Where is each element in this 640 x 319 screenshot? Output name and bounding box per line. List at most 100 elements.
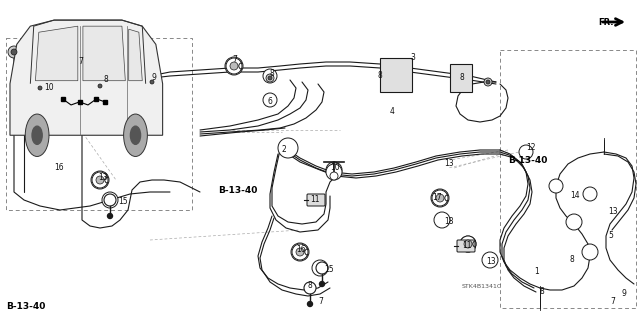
Circle shape xyxy=(291,243,309,261)
Circle shape xyxy=(319,281,324,286)
Circle shape xyxy=(464,240,472,248)
Circle shape xyxy=(96,82,104,90)
Text: 13: 13 xyxy=(98,174,108,182)
Circle shape xyxy=(108,213,113,219)
Circle shape xyxy=(436,194,444,202)
Circle shape xyxy=(8,46,20,58)
Bar xyxy=(450,64,472,92)
Circle shape xyxy=(484,78,492,86)
Text: 8: 8 xyxy=(308,281,313,291)
Circle shape xyxy=(460,236,476,252)
Circle shape xyxy=(304,282,316,294)
Circle shape xyxy=(225,57,243,75)
Circle shape xyxy=(96,176,104,184)
Circle shape xyxy=(431,189,449,207)
Circle shape xyxy=(11,49,17,55)
Circle shape xyxy=(92,172,108,188)
Text: 8: 8 xyxy=(270,70,275,78)
Circle shape xyxy=(91,171,109,189)
Text: B-13-40: B-13-40 xyxy=(508,156,547,165)
Text: 7: 7 xyxy=(318,298,323,307)
Circle shape xyxy=(38,86,42,90)
Circle shape xyxy=(143,73,161,91)
Text: 12: 12 xyxy=(526,144,536,152)
Text: 10: 10 xyxy=(330,164,340,173)
Text: 9: 9 xyxy=(152,73,157,83)
Text: 5: 5 xyxy=(608,232,613,241)
Circle shape xyxy=(74,62,82,70)
Bar xyxy=(500,50,636,308)
Circle shape xyxy=(104,194,116,206)
Circle shape xyxy=(549,179,563,193)
Text: 7: 7 xyxy=(232,56,237,64)
Circle shape xyxy=(582,244,598,260)
Text: B-13-40: B-13-40 xyxy=(6,302,45,311)
Circle shape xyxy=(566,214,582,230)
Circle shape xyxy=(330,172,338,180)
Circle shape xyxy=(263,69,277,83)
Circle shape xyxy=(583,187,597,201)
Text: 4: 4 xyxy=(390,108,395,116)
Text: 8: 8 xyxy=(570,256,575,264)
Text: 6: 6 xyxy=(268,98,273,107)
Text: 9: 9 xyxy=(622,290,627,299)
Text: 3: 3 xyxy=(410,54,415,63)
Circle shape xyxy=(102,192,118,208)
Text: 11: 11 xyxy=(462,241,472,250)
Circle shape xyxy=(70,58,86,74)
Text: 13: 13 xyxy=(444,160,454,168)
Circle shape xyxy=(148,78,156,86)
Circle shape xyxy=(292,244,308,260)
Text: 11: 11 xyxy=(310,196,319,204)
Text: 8: 8 xyxy=(104,76,109,85)
Text: 1: 1 xyxy=(534,268,539,277)
Circle shape xyxy=(432,190,448,206)
Circle shape xyxy=(460,236,476,252)
Circle shape xyxy=(230,62,238,70)
Text: 18: 18 xyxy=(444,218,454,226)
Text: 10: 10 xyxy=(44,84,54,93)
Circle shape xyxy=(316,262,328,274)
Text: 8: 8 xyxy=(460,73,465,83)
Circle shape xyxy=(268,76,272,80)
Circle shape xyxy=(150,80,154,84)
Text: 13: 13 xyxy=(608,207,618,217)
Circle shape xyxy=(93,77,107,91)
Bar xyxy=(380,58,412,92)
Text: 14: 14 xyxy=(570,191,580,201)
Text: 16: 16 xyxy=(54,164,63,173)
Circle shape xyxy=(98,84,102,88)
Circle shape xyxy=(226,58,242,74)
Circle shape xyxy=(36,88,44,96)
Circle shape xyxy=(486,80,490,84)
FancyBboxPatch shape xyxy=(307,194,325,206)
Circle shape xyxy=(326,164,342,180)
Text: 8: 8 xyxy=(378,71,383,80)
Circle shape xyxy=(482,252,498,268)
Bar xyxy=(6,38,192,210)
Circle shape xyxy=(312,260,328,276)
Text: 7: 7 xyxy=(78,57,83,66)
Circle shape xyxy=(69,57,87,75)
FancyBboxPatch shape xyxy=(457,240,475,252)
Text: 16: 16 xyxy=(296,246,306,255)
Circle shape xyxy=(278,138,298,158)
Text: STK4B1341C: STK4B1341C xyxy=(462,284,502,289)
Text: 13: 13 xyxy=(486,257,495,266)
Text: 7: 7 xyxy=(610,298,615,307)
Circle shape xyxy=(326,162,342,178)
Text: 2: 2 xyxy=(282,145,287,154)
Circle shape xyxy=(266,74,274,82)
Text: 8: 8 xyxy=(540,287,545,296)
Circle shape xyxy=(307,301,312,307)
Circle shape xyxy=(263,93,277,107)
Text: 17: 17 xyxy=(432,194,442,203)
Circle shape xyxy=(519,145,533,159)
Text: B-13-40: B-13-40 xyxy=(218,186,257,195)
Text: 15: 15 xyxy=(324,265,333,275)
Text: 15: 15 xyxy=(118,197,127,206)
Circle shape xyxy=(36,84,44,92)
Circle shape xyxy=(434,212,450,228)
Circle shape xyxy=(296,248,304,256)
Text: FR.: FR. xyxy=(598,18,614,27)
